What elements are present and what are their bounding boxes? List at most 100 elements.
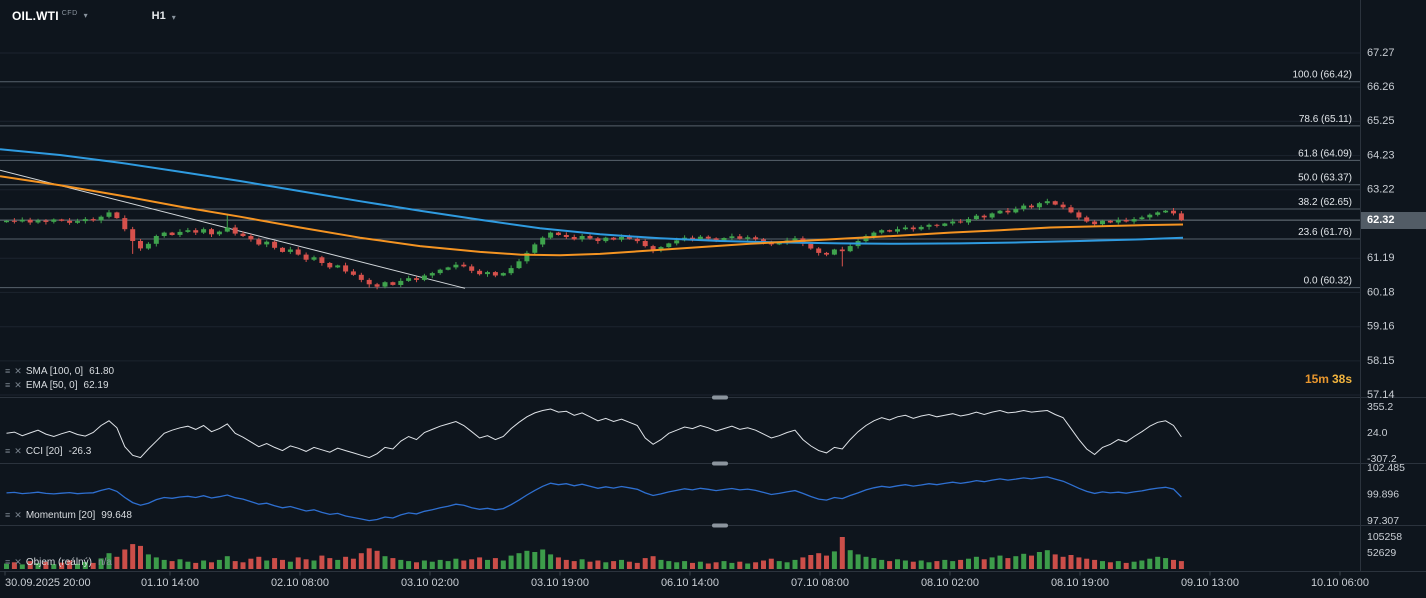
price-tick-label: 65.25 (1367, 115, 1395, 127)
candle-body (1163, 210, 1169, 213)
indicator-settings-icon[interactable]: ≡ (5, 510, 11, 520)
candle-body (232, 227, 238, 234)
candle-body (114, 212, 120, 219)
candle-body (761, 239, 766, 242)
candle-body (216, 231, 222, 235)
indicator-remove-icon[interactable]: ✕ (14, 446, 22, 456)
cci-tick-label: -307.2 (1367, 453, 1397, 465)
volume-bar (414, 562, 419, 569)
candle-countdown: 15m 38s (1305, 372, 1352, 386)
volume-bar (27, 561, 33, 569)
volume-bar (1092, 559, 1098, 569)
candle-body (43, 220, 49, 222)
countdown-minutes: 15m (1304, 372, 1329, 386)
panel-resize-handle[interactable] (712, 395, 728, 400)
price-tick-label: 59.16 (1367, 321, 1395, 333)
fib-label: 100.0 (66.42) (1293, 70, 1353, 81)
volume-bar (745, 563, 751, 569)
volume-bar (240, 562, 246, 569)
indicator-remove-icon[interactable]: ✕ (14, 557, 22, 567)
candle-body (319, 257, 325, 263)
symbol-name: OIL.WTI (12, 9, 59, 23)
candle-body (303, 254, 309, 260)
candle-body (461, 264, 467, 267)
indicator-label: Objem (reálný) (25, 557, 92, 568)
volume-bar (138, 545, 143, 569)
volume-bar (161, 559, 167, 569)
candle-body (674, 240, 680, 244)
panel-resize-handle[interactable] (712, 523, 728, 528)
momentum-tick-label: 99.896 (1367, 488, 1399, 500)
indicator-settings-icon[interactable]: ≡ (5, 557, 11, 567)
candle-body (437, 269, 443, 274)
candle-body (839, 249, 845, 252)
chart-header: OIL.WTI CFD ▾ H1 ▾ (12, 9, 176, 23)
volume-bar (792, 559, 798, 569)
indicator-settings-icon[interactable]: ≡ (5, 446, 11, 456)
indicator-remove-icon[interactable]: ✕ (14, 510, 22, 520)
candle-body (792, 238, 798, 241)
price-axis[interactable]: 67.27 66.26 65.25 64.23 63.22 61.19 60.18 59.16… (1367, 47, 1405, 559)
candle-body (445, 267, 451, 270)
volume-bar (303, 559, 309, 569)
volume-bar (1100, 561, 1105, 569)
volume-bar (508, 555, 514, 569)
candle-body (122, 218, 128, 230)
candle-body (1107, 220, 1113, 223)
candle-body (1021, 205, 1027, 209)
candle-body (390, 282, 396, 285)
candle-body (1139, 217, 1145, 220)
candle-body (295, 249, 301, 255)
fib-label: 50.0 (63.37) (1298, 173, 1352, 184)
indicator-remove-icon[interactable]: ✕ (14, 366, 22, 376)
trendline[interactable] (0, 169, 466, 289)
candle-body (106, 212, 112, 217)
candle-body (887, 230, 893, 232)
candle-body (492, 272, 498, 276)
time-axis-area[interactable] (0, 571, 1360, 598)
candle-body (51, 219, 57, 222)
candle-body (902, 227, 908, 230)
volume-bar (122, 549, 128, 569)
candle-body (67, 220, 73, 223)
time-axis[interactable]: 30.09.2025 20:00 01.10 14:00 02.10 08:00 03… (4, 571, 1369, 590)
volume-bar (327, 558, 333, 569)
indicator-settings-icon[interactable]: ≡ (5, 380, 11, 390)
candle-body (193, 230, 199, 233)
candle-body (1171, 210, 1176, 214)
chevron-down-icon: ▾ (83, 11, 88, 20)
fib-label: 61.8 (64.09) (1298, 148, 1352, 159)
candle-body (587, 236, 593, 239)
candle-body (177, 231, 183, 235)
price-tick-label: 66.26 (1367, 81, 1395, 93)
panel-resize-handle[interactable] (712, 461, 728, 466)
candle-body (871, 232, 877, 236)
volume-bar (682, 561, 688, 569)
volume-bar (540, 549, 546, 569)
volume-bar (1155, 556, 1161, 569)
volume-bar (587, 561, 593, 569)
volume-bar (887, 561, 893, 569)
timeframe-picker[interactable]: H1 ▾ (152, 10, 176, 22)
volume-bar (989, 557, 995, 569)
volume-bar (374, 550, 380, 569)
indicator-remove-icon[interactable]: ✕ (14, 380, 22, 390)
volume-bar (729, 562, 735, 569)
chart-plot-area[interactable] (0, 0, 1360, 572)
candle-body (966, 219, 971, 223)
candle-body (406, 278, 412, 281)
volume-bar (461, 560, 467, 569)
volume-bar (674, 562, 680, 569)
volume-bar (658, 559, 664, 569)
volume-bar (895, 559, 900, 569)
price-axis-area[interactable] (1360, 0, 1426, 598)
volume-bar (839, 537, 845, 569)
volume-bar (902, 560, 908, 569)
candle-body (1036, 203, 1042, 208)
volume-bar (145, 554, 151, 569)
symbol-picker[interactable]: OIL.WTI CFD ▾ (12, 9, 88, 23)
indicator-settings-icon[interactable]: ≡ (5, 366, 11, 376)
volume-bar (831, 551, 837, 569)
volume-bar (35, 563, 41, 569)
